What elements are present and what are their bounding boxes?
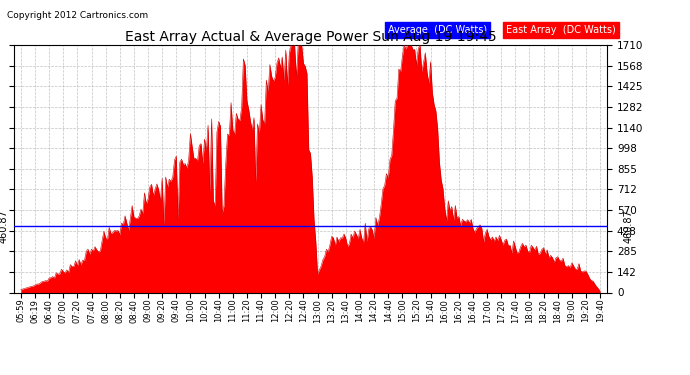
Text: 460.87: 460.87 — [623, 209, 633, 243]
Text: Average  (DC Watts): Average (DC Watts) — [388, 25, 486, 35]
Text: 460.87: 460.87 — [0, 209, 9, 243]
Text: Copyright 2012 Cartronics.com: Copyright 2012 Cartronics.com — [7, 11, 148, 20]
Text: East Array  (DC Watts): East Array (DC Watts) — [506, 25, 616, 35]
Title: East Array Actual & Average Power Sun Aug 19 19:45: East Array Actual & Average Power Sun Au… — [125, 30, 496, 44]
